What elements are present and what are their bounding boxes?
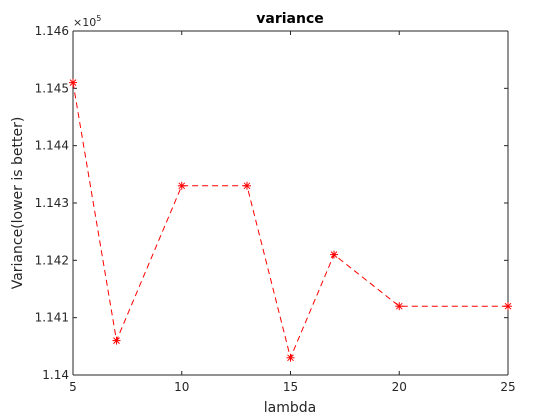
series-line (72, 82, 508, 360)
y-tick-label: 1.145 (35, 81, 69, 95)
data-point-marker (112, 336, 121, 345)
x-tick-label: 15 (283, 380, 298, 394)
y-multiplier-exponent: 5 (96, 14, 101, 23)
x-tick-label: 20 (392, 380, 407, 394)
plot-area (73, 31, 508, 375)
data-point-marker (177, 181, 186, 190)
chart-title: variance (256, 11, 323, 27)
y-tick-label: 1.14 (42, 368, 69, 382)
x-tick-label: 25 (500, 380, 515, 394)
series-group (69, 78, 512, 362)
data-point-marker (243, 181, 251, 190)
y-axis-title: Variance(lower is better) (10, 117, 26, 290)
y-tick-label: 1.146 (35, 24, 69, 38)
data-point-marker (69, 78, 77, 87)
ticks: 5 10 15 20 25 1.14 1.141 1.142 1.143 1.144 1.145 1.… (35, 24, 516, 394)
data-point-marker (286, 353, 295, 362)
y-tick-label: 1.141 (35, 311, 69, 325)
y-tick-label: 1.142 (35, 253, 69, 267)
x-tick-label: 5 (69, 380, 77, 394)
x-tick-label: 10 (174, 380, 189, 394)
y-tick-label: 1.143 (35, 196, 69, 210)
y-multiplier-label: ×105 (73, 14, 101, 29)
data-point-marker (395, 302, 404, 311)
data-point-marker (330, 250, 338, 259)
y-tick-label: 1.144 (35, 139, 69, 153)
y-multiplier-base: ×10 (73, 16, 96, 29)
x-axis-title: lambda (264, 400, 316, 416)
data-point-marker (504, 302, 512, 311)
